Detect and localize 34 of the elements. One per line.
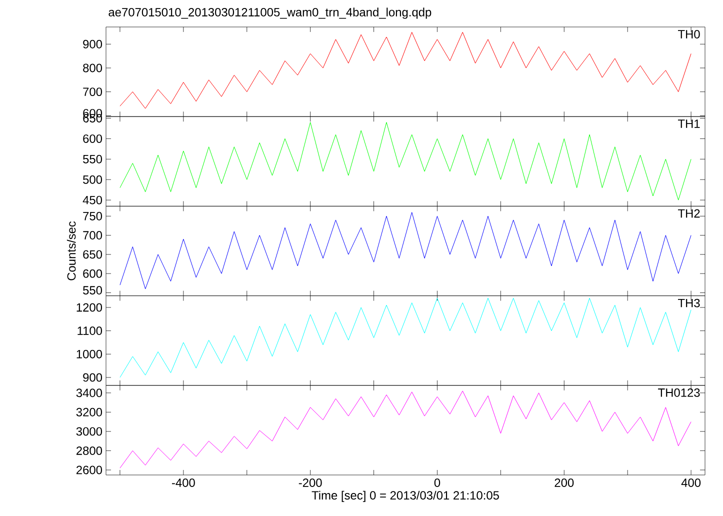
- y-tick-label: 550: [83, 154, 102, 164]
- y-tick-label: 900: [83, 373, 102, 382]
- y-tick-label: 1000: [76, 350, 102, 358]
- y-tick-label: 1200: [76, 303, 102, 312]
- y-tick-label: 900: [83, 40, 102, 48]
- y-tick-label: 3200: [76, 408, 102, 416]
- series-label: TH3: [678, 298, 700, 308]
- y-tick-label: 800: [83, 64, 102, 72]
- chart-title: ae707015010_20130301211005_wam0_trn_4band_long.qdp: [108, 8, 432, 19]
- x-tick-label: -400: [172, 478, 195, 487]
- y-tick-label: 3000: [76, 427, 102, 436]
- y-tick-label: 700: [83, 88, 102, 96]
- series-label: TH0: [678, 30, 700, 38]
- series-label: TH0123: [658, 388, 700, 397]
- y-tick-label: 500: [83, 175, 102, 184]
- y-tick-label: 450: [82, 196, 102, 204]
- y-tick-label: 750: [83, 212, 102, 220]
- y-tick-label: 3400: [76, 388, 102, 398]
- y-tick-label: 2800: [76, 446, 102, 455]
- y-tick-label: 550: [83, 286, 102, 295]
- y-tick-label: 650: [83, 250, 102, 259]
- y-tick-label: 1100: [78, 326, 102, 336]
- x-axis-title: Time [sec] 0 = 2013/03/01 21:10:05: [312, 490, 499, 502]
- y-tick-label: 600: [83, 134, 102, 143]
- y-tick-label: 700: [83, 231, 102, 240]
- y-tick-label: 600: [83, 269, 102, 278]
- x-tick-label: 0: [434, 478, 440, 487]
- text: TH1: [678, 120, 700, 128]
- y-tick-label: 2600: [76, 466, 102, 474]
- y-axis-title: Counts/sec: [66, 221, 76, 280]
- series-label: TH2: [678, 209, 700, 218]
- x-tick-label: -200: [298, 478, 322, 487]
- x-tick-label: 400: [681, 478, 701, 487]
- x-tick-label: 200: [554, 478, 574, 487]
